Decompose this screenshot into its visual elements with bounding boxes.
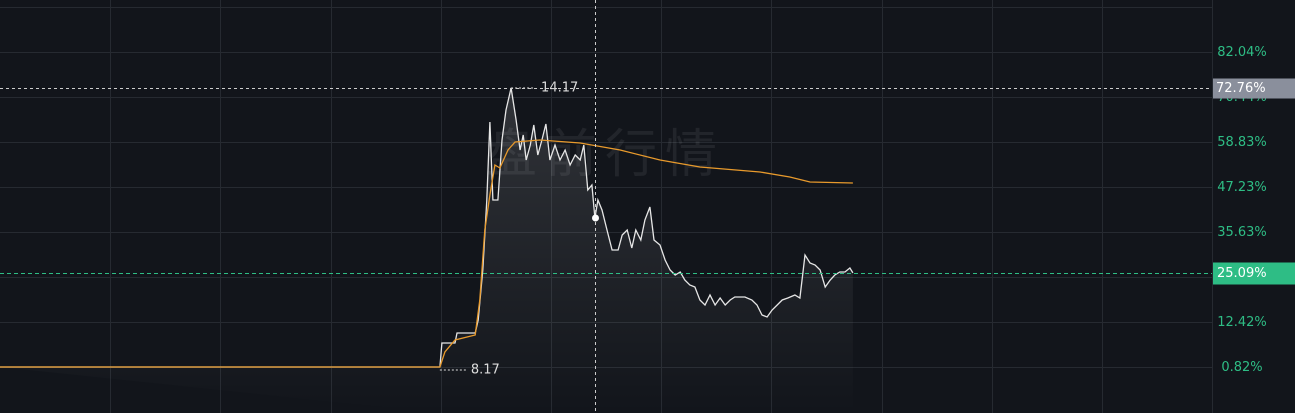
crosshair-label: 72.76% <box>1216 81 1266 96</box>
y-tick-label: 35.63% <box>1217 225 1267 240</box>
crosshair-dot <box>592 214 599 222</box>
y-tick-label: 12.42% <box>1217 315 1267 330</box>
crosshair-box <box>1213 78 1295 99</box>
plot <box>0 87 854 413</box>
y-tick-label: 47.23% <box>1217 180 1267 195</box>
current-label: 25.09% <box>1217 266 1267 281</box>
y-tick-label: 58.83% <box>1217 135 1267 150</box>
y-tick-label: 0.82% <box>1221 360 1262 375</box>
series-line <box>0 87 854 368</box>
high-label: 14.17 <box>541 80 578 95</box>
low-label: 8.17 <box>471 362 500 377</box>
price-area <box>0 87 853 413</box>
series-line <box>0 139 853 368</box>
y-tick-label: 82.04% <box>1217 45 1267 60</box>
current-box <box>1213 262 1295 285</box>
